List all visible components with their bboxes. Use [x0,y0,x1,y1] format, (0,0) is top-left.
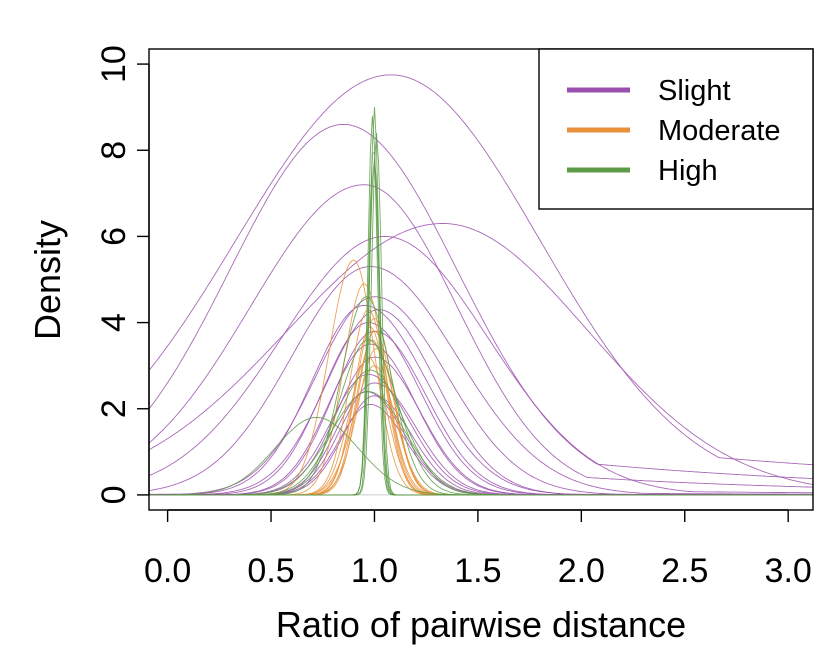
curve-slight-3 [149,184,813,488]
curve-slight-4 [149,223,813,486]
curve-slight-11 [149,330,813,496]
curve-slight-10 [149,322,813,496]
x-tick-label: 2.0 [558,552,605,590]
y-tick-label: 6 [95,227,133,246]
curve-moderate-1 [149,259,813,496]
curve-slight-12 [149,343,813,496]
curve-high-7 [149,339,813,496]
curve-slight-8 [149,304,813,496]
curve-moderate-3 [149,309,813,496]
legend-label-moderate: Moderate [658,115,781,147]
y-axis: 0 2 4 6 8 10 [95,45,150,504]
y-tick-label: 10 [95,45,133,83]
x-tick-label: 0.5 [247,552,294,590]
x-axis-title: Ratio of pairwise distance [276,604,686,645]
x-tick-label: 1.0 [351,552,398,590]
curve-slight-18 [149,403,813,496]
x-axis: 0.0 0.5 1.0 1.5 2.0 2.5 3.0 [144,509,812,590]
curve-moderate-5 [149,326,813,496]
x-tick-label: 2.5 [661,552,708,590]
x-tick-label: 1.5 [454,552,501,590]
legend-label-slight: Slight [658,75,731,107]
curve-moderate-7 [149,339,813,496]
curve-slight-9 [149,309,813,496]
curve-slight-2 [149,123,813,480]
y-tick-label: 2 [95,399,133,418]
curve-moderate-4 [149,317,813,496]
density-curves [149,74,813,496]
legend: Slight Moderate High [538,48,814,210]
curve-slight-6 [149,266,813,495]
curve-slight-5 [149,235,813,494]
y-tick-label: 4 [95,313,133,332]
curve-slight-17 [149,395,813,496]
y-tick-label: 0 [95,485,133,504]
y-axis-title: Density [27,220,68,340]
curve-slight-1 [149,74,813,466]
curve-high-10 [149,416,813,496]
curve-moderate-6 [149,330,813,496]
curve-slight-15 [149,382,813,496]
x-tick-label: 3.0 [765,552,812,590]
y-tick-label: 8 [95,141,133,160]
legend-label-high: High [658,155,718,187]
x-tick-label: 0.0 [144,552,191,590]
